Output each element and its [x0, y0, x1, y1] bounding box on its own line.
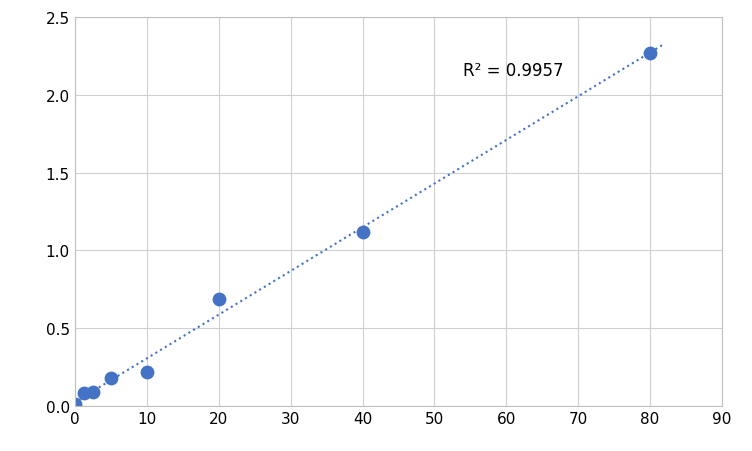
- Point: [87, 388, 99, 396]
- Point: [78, 390, 90, 397]
- Point: [356, 229, 368, 236]
- Point: [141, 368, 153, 375]
- Text: R² = 0.9957: R² = 0.9957: [463, 61, 564, 79]
- Point: [644, 50, 656, 57]
- Point: [213, 295, 225, 303]
- Point: [69, 401, 81, 408]
- Point: [105, 374, 117, 382]
